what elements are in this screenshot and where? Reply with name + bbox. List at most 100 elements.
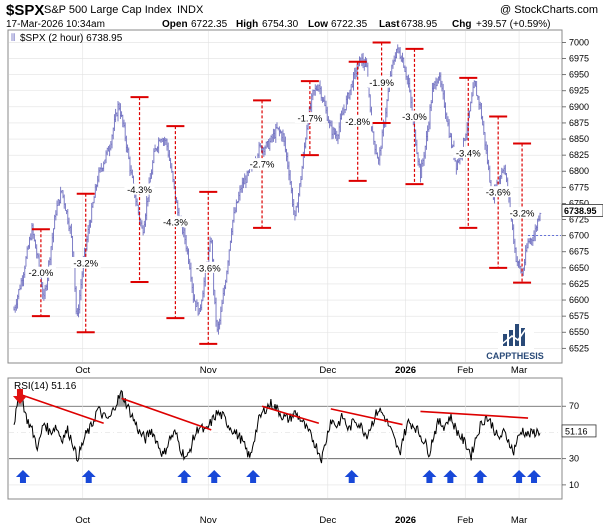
rsi-last-flag bbox=[561, 424, 597, 438]
price-tick-label: 7000 bbox=[569, 37, 589, 47]
high-label: High bbox=[236, 19, 258, 30]
exchange-label: INDX bbox=[177, 4, 204, 16]
high-value: 6754.30 bbox=[262, 19, 299, 30]
up-arrow-icon bbox=[527, 470, 542, 483]
last-value: 6738.95 bbox=[401, 19, 438, 30]
last-price-flag bbox=[561, 204, 603, 217]
rsi-trendline bbox=[330, 408, 403, 426]
drawdown-label: -4.3% bbox=[163, 218, 188, 229]
drawdown-label: -3.4% bbox=[456, 148, 481, 159]
low-value: 6722.35 bbox=[331, 19, 368, 30]
price-tick-label: 6750 bbox=[569, 198, 589, 208]
up-arrow-icon bbox=[207, 470, 222, 483]
down-arrow-icon bbox=[12, 389, 27, 404]
low-label: Low bbox=[308, 19, 328, 30]
drawdown-label: -3.0% bbox=[402, 112, 427, 123]
price-tick-label: 6900 bbox=[569, 102, 589, 112]
chg-label: Chg bbox=[452, 19, 471, 30]
up-arrow-icon bbox=[81, 470, 96, 483]
drawdown-label-bg bbox=[453, 146, 484, 158]
date-label: 17-Mar-2026 10:34am bbox=[6, 19, 105, 30]
drawdown-label: -1.7% bbox=[297, 114, 322, 125]
up-arrow-icon bbox=[177, 470, 192, 483]
rsi-line bbox=[13, 389, 541, 464]
drawdown-label-bg bbox=[25, 266, 56, 278]
symbol-title: $SPX bbox=[6, 2, 44, 19]
rsi-trendline bbox=[121, 397, 212, 431]
price-tick-label: 6875 bbox=[569, 118, 589, 128]
rsi-trendline bbox=[420, 410, 529, 419]
up-arrow-icon bbox=[473, 470, 488, 483]
price-tick-label: 6850 bbox=[569, 134, 589, 144]
x-axis-label: Dec bbox=[319, 515, 336, 526]
x-axis-label: Nov bbox=[200, 365, 217, 376]
rsi-tick-label: 10 bbox=[569, 480, 579, 490]
x-axis-label: 2026 bbox=[395, 515, 416, 526]
price-panel bbox=[7, 29, 563, 364]
up-arrow-icon bbox=[512, 470, 527, 483]
open-label: Open bbox=[162, 19, 188, 30]
rsi-tick-label: 70 bbox=[569, 401, 579, 411]
price-tick-label: 6525 bbox=[569, 343, 589, 353]
rsi-trendline bbox=[261, 405, 320, 425]
drawdown-label-bg bbox=[366, 76, 397, 88]
drawdown-label-bg bbox=[160, 216, 191, 228]
price-tick-label: 6975 bbox=[569, 54, 589, 64]
price-tick-label: 6800 bbox=[569, 166, 589, 176]
price-tick-label: 6700 bbox=[569, 231, 589, 241]
x-axis-label: Mar bbox=[511, 365, 527, 376]
price-tick-label: 6775 bbox=[569, 182, 589, 192]
drawdown-label-bg bbox=[124, 183, 155, 195]
x-axis-label: Feb bbox=[457, 365, 473, 376]
drawdown-label-bg bbox=[342, 115, 373, 127]
price-tick-label: 6925 bbox=[569, 86, 589, 96]
up-arrow-icon bbox=[344, 470, 359, 483]
price-tick-label: 6650 bbox=[569, 263, 589, 273]
credit-label: @ StockCharts.com bbox=[500, 4, 598, 16]
rsi-last-label: 51.16 bbox=[565, 426, 588, 436]
x-axis-label: 2026 bbox=[395, 365, 416, 376]
drawdown-label: -3.2% bbox=[73, 259, 98, 270]
drawdown-label: -3.2% bbox=[510, 209, 535, 220]
drawdown-label: -3.6% bbox=[486, 188, 511, 199]
up-arrow-icon bbox=[443, 470, 458, 483]
price-legend-icon: ⫴ bbox=[11, 33, 15, 44]
up-arrow-icon bbox=[246, 470, 261, 483]
price-tick-label: 6950 bbox=[569, 70, 589, 80]
drawdown-label-bg bbox=[399, 110, 430, 122]
price-tick-label: 6625 bbox=[569, 279, 589, 289]
symbol-name: S&P 500 Large Cap Index bbox=[44, 4, 172, 16]
open-value: 6722.35 bbox=[191, 19, 228, 30]
price-tick-label: 6575 bbox=[569, 311, 589, 321]
price-tick-label: 6600 bbox=[569, 295, 589, 305]
drawdown-label-bg bbox=[193, 261, 224, 273]
chg-value: +39.57 (+0.59%) bbox=[476, 19, 551, 30]
logo-text: CAPPTHESIS bbox=[486, 351, 544, 361]
drawdown-label-bg bbox=[70, 257, 101, 269]
last-label: Last bbox=[379, 19, 400, 30]
drawdown-label: -3.6% bbox=[196, 263, 221, 274]
drawdown-label-bg bbox=[483, 186, 514, 198]
rsi-tick-label: 30 bbox=[569, 454, 579, 464]
capp-logo-icon bbox=[498, 324, 534, 350]
drawdown-label-bg bbox=[294, 112, 325, 124]
price-panel-title: $SPX (2 hour) 6738.95 bbox=[20, 33, 123, 44]
rsi-panel bbox=[7, 377, 563, 500]
drawdown-label-bg bbox=[507, 207, 538, 219]
x-axis-label: Mar bbox=[511, 515, 527, 526]
price-tick-label: 6550 bbox=[569, 327, 589, 337]
rsi-trendline bbox=[19, 393, 104, 425]
drawdown-label: -2.0% bbox=[28, 268, 53, 279]
drawdown-label: -4.3% bbox=[127, 185, 152, 196]
x-axis-label: Dec bbox=[319, 365, 336, 376]
x-axis-label: Feb bbox=[457, 515, 473, 526]
drawdown-label: -2.8% bbox=[345, 117, 370, 128]
drawdown-label-bg bbox=[247, 158, 278, 170]
drawdown-label: -2.7% bbox=[250, 160, 275, 171]
price-tick-label: 6725 bbox=[569, 215, 589, 225]
up-arrow-icon bbox=[422, 470, 437, 483]
x-axis-label: Oct bbox=[75, 515, 90, 526]
rsi-panel-title: RSI(14) 51.16 bbox=[14, 381, 77, 392]
price-tick-label: 6675 bbox=[569, 247, 589, 257]
